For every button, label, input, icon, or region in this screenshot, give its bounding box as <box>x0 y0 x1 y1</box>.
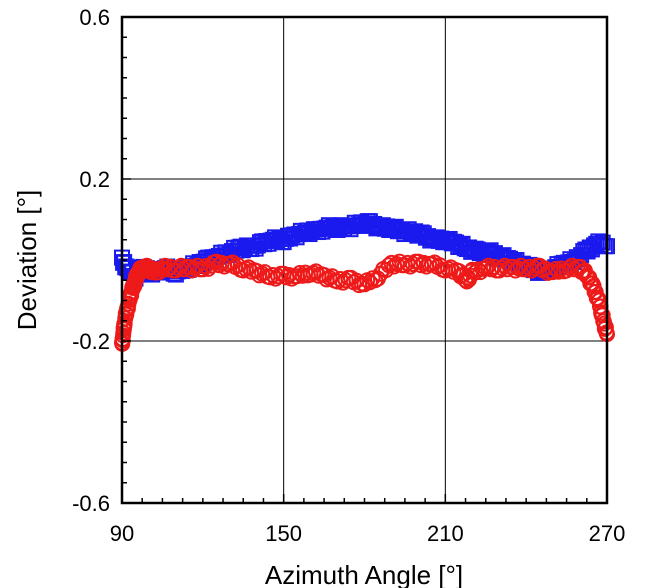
y-tick-label: 0.2 <box>79 167 110 192</box>
axis-ticks <box>121 16 608 504</box>
y-tick-label: 0.6 <box>79 5 110 30</box>
data-point-circle <box>466 264 483 281</box>
data-point-circle <box>550 263 567 280</box>
y-tick-label: -0.2 <box>72 329 110 354</box>
x-tick-label: 90 <box>110 521 134 546</box>
data-point-square <box>594 234 611 251</box>
data-point-circle <box>364 270 381 287</box>
x-axis-label: Azimuth Angle [°] <box>265 560 463 588</box>
grid-lines <box>122 17 607 503</box>
x-tick-label: 210 <box>427 521 464 546</box>
x-tick-label: 270 <box>589 521 626 546</box>
x-tick-label: 150 <box>265 521 302 546</box>
y-axis-label: Deviation [°] <box>12 190 42 330</box>
data-points <box>114 213 615 352</box>
y-tick-label: -0.6 <box>72 491 110 516</box>
data-point-circle <box>118 306 135 323</box>
tick-labels: -0.6 -0.2 0.2 0.6 90 150 210 270 <box>72 5 625 546</box>
